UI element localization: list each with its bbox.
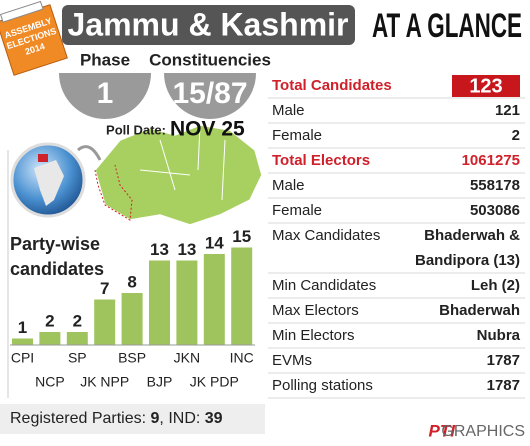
footer-band [0, 404, 265, 434]
bar [12, 338, 33, 345]
footer-part: 9 [151, 410, 160, 427]
bar [231, 247, 253, 345]
row-label: Male [272, 177, 305, 194]
row-label: Total Electors [272, 152, 370, 169]
row-value: 1787 [487, 352, 520, 369]
bar [121, 293, 143, 345]
state-map [94, 124, 263, 226]
row-label: Female [272, 127, 322, 144]
ballot [0, 0, 44, 23]
title: Jammu & Kashmir [68, 6, 349, 42]
bar-label: 7 [100, 279, 109, 298]
row-value: 2 [512, 127, 520, 144]
district-lines [139, 124, 226, 201]
bar-label: 2 [73, 311, 82, 330]
bar-label: 1 [18, 318, 27, 337]
category-label: JK NPP [80, 374, 129, 390]
row-label: Max Electors [272, 302, 359, 319]
category-label: INC [230, 350, 254, 366]
row-label: Male [272, 102, 305, 119]
stat-label: Phase [80, 50, 130, 69]
bar-label: 13 [150, 240, 169, 259]
category-label: BSP [118, 350, 146, 366]
stat-shape [59, 73, 151, 119]
footer-part: 39 [205, 410, 223, 427]
row-value: 121 [495, 102, 520, 119]
ballot-box [0, 0, 68, 76]
row-value: Nubra [477, 327, 521, 344]
footer-part: , IND: [159, 410, 204, 427]
category-label: JK PDP [190, 374, 239, 390]
row-value: Bandipora (13) [415, 252, 520, 269]
bar-label: 14 [205, 233, 224, 252]
state-marker [38, 154, 48, 162]
stat-label: Constituencies [149, 50, 271, 69]
category-label: BJP [147, 374, 173, 390]
value-box [452, 75, 520, 97]
category-label: NCP [35, 374, 65, 390]
bar [176, 260, 198, 345]
bar-label: 13 [177, 240, 196, 259]
row-label: Total Candidates [272, 77, 392, 94]
row-label: Max Candidates [272, 227, 380, 244]
title-box [62, 5, 355, 45]
footer-text: Registered Parties: 9, IND: 39 [10, 410, 223, 427]
credit-logo: PTI [429, 421, 457, 440]
bar-label: 15 [232, 227, 251, 246]
row-value: Leh (2) [471, 277, 520, 294]
credit-text: GRAPHICS [441, 423, 525, 440]
row-value: Bhaderwah [439, 302, 520, 319]
bar-label: 8 [127, 272, 136, 291]
poll-date-value: NOV 25 [170, 118, 245, 141]
bar [203, 254, 225, 345]
bar [149, 260, 170, 345]
row-value: 123 [469, 75, 502, 97]
category-label: CPI [11, 350, 34, 366]
category-label: JKN [174, 350, 200, 366]
subtitle: AT A GLANCE [372, 7, 522, 45]
row-label: Female [272, 202, 322, 219]
poll-date-label: Poll Date: [106, 122, 166, 137]
row-label: Min Electors [272, 327, 355, 344]
bar [66, 332, 88, 345]
row-label: EVMs [272, 352, 312, 369]
row-value: 503086 [470, 202, 520, 219]
stat-value: 15/87 [172, 77, 247, 110]
row-value: Bhaderwah & [424, 227, 520, 244]
bar [94, 299, 116, 345]
row-value: 1061275 [462, 152, 520, 169]
bar-label: 2 [45, 311, 54, 330]
pointer-arrow [77, 145, 102, 161]
stat-value: 1 [97, 77, 114, 110]
footer-part: Registered Parties: [10, 410, 151, 427]
chart-title: Party-wise [10, 234, 100, 254]
row-value: 1787 [487, 377, 520, 394]
row-label: Polling stations [272, 377, 373, 394]
row-value: 558178 [470, 177, 520, 194]
stat-shape [164, 73, 256, 119]
bar [39, 332, 61, 345]
border-line [94, 164, 133, 221]
category-label: SP [68, 350, 87, 366]
chart-title: candidates [10, 259, 104, 279]
row-label: Min Candidates [272, 277, 376, 294]
india-shape [34, 160, 64, 206]
